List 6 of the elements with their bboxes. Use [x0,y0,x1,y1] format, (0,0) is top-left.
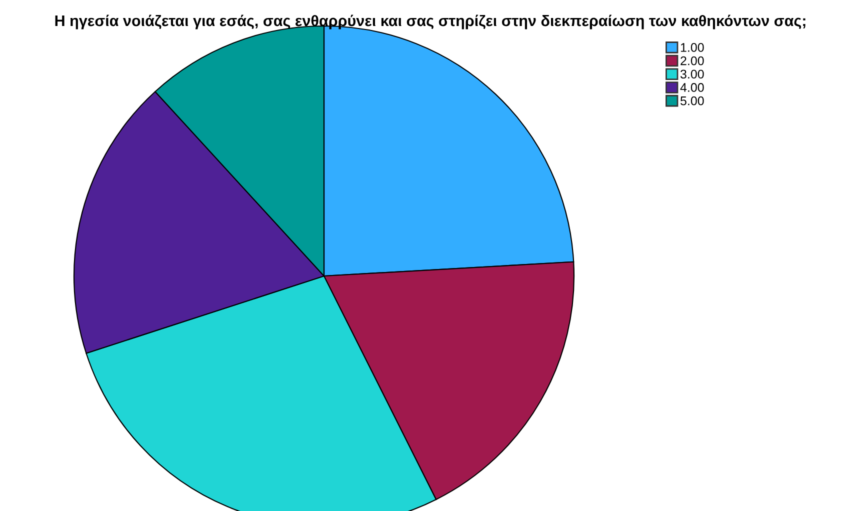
legend-label: 5.00 [680,96,704,106]
legend-label: 1.00 [680,43,704,52]
legend-label: 2.00 [680,56,704,66]
legend-label: 3.00 [680,70,704,79]
legend-label: 4.00 [680,83,704,92]
chart-title: Η ηγεσία νοιάζεται για εσάς, σας ενθαρρύνει και σας στηρίζει στην διεκπεραίωση των καθηκόντων σας; [55,14,806,30]
